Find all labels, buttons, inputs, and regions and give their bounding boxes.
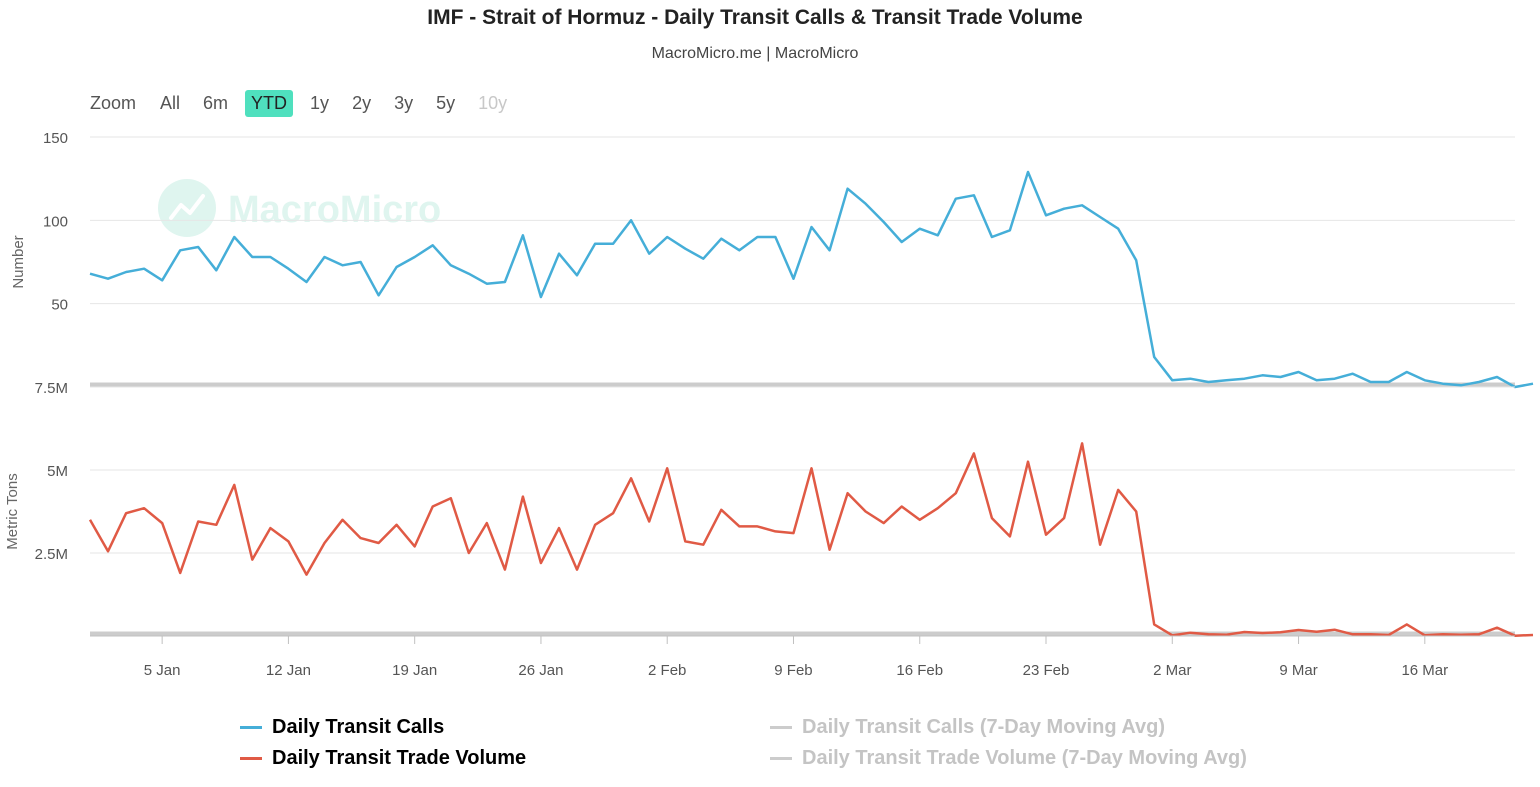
x-tick-label-2: 19 Jan bbox=[392, 662, 437, 679]
legend-label-calls: Daily Transit Calls bbox=[272, 716, 445, 738]
zoom-button-5y[interactable]: 5y bbox=[436, 92, 456, 113]
y-tick-label-0-1: 100 bbox=[43, 213, 68, 230]
watermark: MacroMicro bbox=[158, 179, 441, 237]
legend-swatch-calls-ma bbox=[770, 726, 792, 729]
y-axis-title-1: Metric Tons bbox=[4, 473, 21, 549]
legend-item-calls-moving-avg[interactable]: Daily Transit Calls (7-Day Moving Avg) bbox=[770, 712, 1247, 743]
legend-label-volume: Daily Transit Trade Volume bbox=[272, 747, 527, 769]
legend-swatch-volume bbox=[240, 757, 262, 760]
y-tick-label-0-0: 50 bbox=[51, 297, 68, 314]
zoom-button-2y[interactable]: 2y bbox=[352, 92, 372, 113]
y-tick-label-1-0: 2.5M bbox=[35, 546, 68, 563]
chart-title: IMF - Strait of Hormuz - Daily Transit C… bbox=[427, 6, 1083, 29]
zoom-button-6m[interactable]: 6m bbox=[203, 92, 229, 113]
x-tick-label-4: 2 Feb bbox=[648, 662, 686, 679]
series-line-daily-transit-trade-volume bbox=[88, 442, 1534, 637]
legend-swatch-calls bbox=[240, 726, 262, 729]
x-tick-label-1: 12 Jan bbox=[266, 662, 311, 679]
x-tick-label-8: 2 Mar bbox=[1153, 662, 1191, 679]
y-tick-label-1-1: 5M bbox=[47, 463, 68, 480]
x-tick-label-10: 16 Mar bbox=[1401, 662, 1448, 679]
chart-subtitle: MacroMicro.me | MacroMicro bbox=[651, 45, 859, 62]
zoom-button-all[interactable]: All bbox=[160, 92, 181, 113]
legend-label-calls-ma: Daily Transit Calls (7-Day Moving Avg) bbox=[802, 716, 1166, 738]
x-tick-label-6: 16 Feb bbox=[896, 662, 943, 679]
legend-item-daily-transit-trade-volume[interactable]: Daily Transit Trade Volume bbox=[240, 743, 526, 774]
legend-right: Daily Transit Calls (7-Day Moving Avg) D… bbox=[770, 712, 1247, 774]
zoom-bar: Zoom All 6m YTD 1y 2y 3y 5y 10y bbox=[90, 88, 524, 118]
watermark-text: MacroMicro bbox=[228, 189, 441, 231]
y-tick-label-1-2: 7.5M bbox=[35, 380, 68, 397]
x-tick-label-0: 5 Jan bbox=[144, 662, 181, 679]
legend-swatch-volume-ma bbox=[770, 757, 792, 760]
y-axis-title-0: Number bbox=[10, 235, 27, 288]
x-tick-label-7: 23 Feb bbox=[1023, 662, 1070, 679]
y-tick-label-0-2: 150 bbox=[43, 130, 68, 147]
legend-item-daily-transit-calls[interactable]: Daily Transit Calls bbox=[240, 712, 526, 743]
zoom-button-ytd[interactable]: YTD bbox=[245, 89, 294, 117]
zoom-button-10y[interactable]: 10y bbox=[478, 92, 508, 113]
zoom-button-1y[interactable]: 1y bbox=[310, 92, 330, 113]
legend-left: Daily Transit Calls Daily Transit Trade … bbox=[240, 712, 526, 774]
x-tick-label-5: 9 Feb bbox=[774, 662, 812, 679]
series-line-daily-transit-calls bbox=[89, 170, 1534, 389]
zoom-label: Zoom bbox=[90, 92, 137, 113]
legend-label-volume-ma: Daily Transit Trade Volume (7-Day Moving… bbox=[802, 747, 1247, 769]
x-tick-label-3: 26 Jan bbox=[518, 662, 563, 679]
zoom-button-3y[interactable]: 3y bbox=[394, 92, 414, 113]
x-tick-label-9: 9 Mar bbox=[1279, 662, 1317, 679]
watermark-logo-mark-icon bbox=[169, 194, 205, 220]
legend-item-volume-moving-avg[interactable]: Daily Transit Trade Volume (7-Day Moving… bbox=[770, 743, 1247, 774]
